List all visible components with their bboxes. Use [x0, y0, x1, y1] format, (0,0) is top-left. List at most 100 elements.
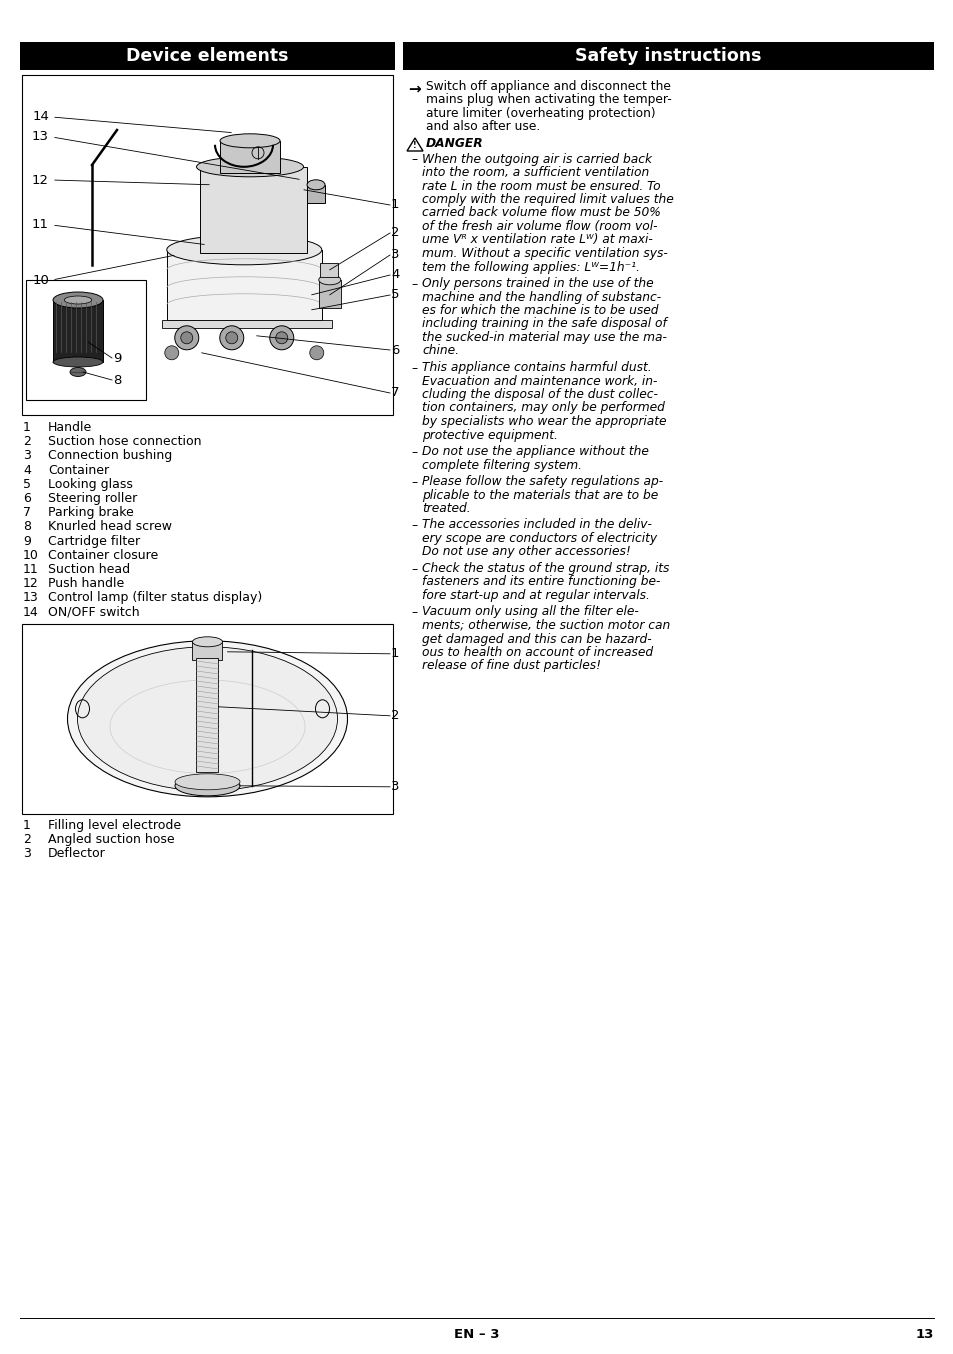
Text: ature limiter (overheating protection): ature limiter (overheating protection) [426, 107, 655, 121]
Ellipse shape [53, 292, 103, 307]
Text: 8: 8 [112, 374, 121, 386]
Text: ON/OFF switch: ON/OFF switch [48, 605, 139, 619]
Ellipse shape [318, 275, 340, 284]
Text: complete filtering system.: complete filtering system. [421, 459, 581, 471]
Text: 14: 14 [32, 111, 49, 123]
Text: Handle: Handle [48, 421, 92, 435]
Text: Do not use any other accessories!: Do not use any other accessories! [421, 546, 630, 558]
Text: !: ! [413, 142, 416, 150]
Text: –: – [411, 153, 416, 167]
Ellipse shape [275, 332, 288, 344]
Text: This appliance contains harmful dust.: This appliance contains harmful dust. [421, 362, 651, 374]
Text: release of fine dust particles!: release of fine dust particles! [421, 659, 600, 673]
Text: fore start-up and at regular intervals.: fore start-up and at regular intervals. [421, 589, 649, 603]
Text: machine and the handling of substanc-: machine and the handling of substanc- [421, 291, 660, 303]
Text: 7: 7 [23, 506, 30, 519]
Ellipse shape [70, 367, 86, 376]
Text: 3: 3 [23, 848, 30, 860]
Text: The accessories included in the deliv-: The accessories included in the deliv- [421, 519, 651, 532]
Text: fasteners and its entire functioning be-: fasteners and its entire functioning be- [421, 575, 659, 589]
Text: Deflector: Deflector [48, 848, 106, 860]
Text: 2: 2 [391, 226, 399, 240]
Text: including training in the safe disposal of: including training in the safe disposal … [421, 317, 666, 330]
Text: ments; otherwise, the suction motor can: ments; otherwise, the suction motor can [421, 619, 670, 632]
Text: es for which the machine is to be used: es for which the machine is to be used [421, 305, 658, 317]
Ellipse shape [167, 234, 321, 265]
Bar [402, 42, 933, 70]
Text: 12: 12 [32, 173, 49, 187]
Text: 1: 1 [391, 199, 399, 211]
Text: Suction head: Suction head [48, 563, 130, 575]
Text: Vacuum only using all the filter ele-: Vacuum only using all the filter ele- [421, 605, 639, 619]
Ellipse shape [220, 134, 280, 148]
Text: Switch off appliance and disconnect the: Switch off appliance and disconnect the [426, 80, 670, 93]
Text: Filling level electrode: Filling level electrode [48, 819, 181, 831]
Text: tion containers, may only be performed: tion containers, may only be performed [421, 402, 664, 414]
Bar [193, 642, 222, 659]
Text: Only persons trained in the use of the: Only persons trained in the use of the [421, 278, 653, 290]
Bar [319, 263, 337, 276]
Text: EN – 3: EN – 3 [454, 1328, 499, 1340]
Polygon shape [200, 167, 307, 253]
Text: the sucked-in material may use the ma-: the sucked-in material may use the ma- [421, 330, 666, 344]
Text: 1: 1 [391, 647, 399, 661]
Text: –: – [411, 563, 416, 575]
Ellipse shape [310, 345, 323, 360]
Text: treated.: treated. [421, 502, 470, 515]
Text: Angled suction hose: Angled suction hose [48, 833, 174, 846]
Text: get damaged and this can be hazard-: get damaged and this can be hazard- [421, 632, 651, 646]
Text: into the room, a sufficient ventilation: into the room, a sufficient ventilation [421, 167, 649, 179]
Text: 10: 10 [32, 274, 49, 287]
Text: tem the following applies: Lᵂ=1h⁻¹.: tem the following applies: Lᵂ=1h⁻¹. [421, 260, 639, 274]
Text: –: – [411, 477, 416, 489]
Text: by specialists who wear the appropriate: by specialists who wear the appropriate [421, 414, 666, 428]
Text: Control lamp (filter status display): Control lamp (filter status display) [48, 592, 262, 604]
Text: mum. Without a specific ventilation sys-: mum. Without a specific ventilation sys- [421, 246, 667, 260]
Text: cluding the disposal of the dust collec-: cluding the disposal of the dust collec- [421, 389, 658, 401]
Text: of the fresh air volume flow (room vol-: of the fresh air volume flow (room vol- [421, 219, 657, 233]
Text: Container closure: Container closure [48, 548, 158, 562]
Text: 1: 1 [23, 421, 30, 435]
Ellipse shape [226, 332, 237, 344]
Text: Do not use the appliance without the: Do not use the appliance without the [421, 445, 648, 458]
Text: 2: 2 [391, 709, 399, 722]
Text: and also after use.: and also after use. [426, 121, 539, 134]
Text: –: – [411, 362, 416, 375]
Text: 3: 3 [23, 450, 30, 463]
Text: Push handle: Push handle [48, 577, 124, 590]
Text: Parking brake: Parking brake [48, 506, 133, 519]
Ellipse shape [77, 647, 337, 791]
Text: 2: 2 [23, 435, 30, 448]
Text: DANGER: DANGER [426, 137, 483, 150]
Bar [20, 42, 395, 70]
Text: Safety instructions: Safety instructions [575, 47, 760, 65]
Ellipse shape [307, 180, 325, 190]
Text: 2: 2 [23, 833, 30, 846]
Bar [318, 280, 340, 307]
Text: 5: 5 [391, 288, 399, 302]
Text: 4: 4 [391, 268, 399, 282]
Text: 1: 1 [23, 819, 30, 831]
Text: 9: 9 [112, 352, 121, 364]
Bar [22, 74, 393, 414]
Text: 6: 6 [23, 492, 30, 505]
Text: comply with the required limit values the: comply with the required limit values th… [421, 194, 673, 206]
Ellipse shape [53, 357, 103, 367]
Bar [26, 280, 146, 399]
Text: 11: 11 [23, 563, 39, 575]
Text: 3: 3 [391, 780, 399, 793]
Bar [22, 624, 393, 814]
Ellipse shape [180, 332, 193, 344]
Ellipse shape [174, 773, 240, 789]
Text: Knurled head screw: Knurled head screw [48, 520, 172, 533]
Text: Please follow the safety regulations ap-: Please follow the safety regulations ap- [421, 475, 662, 487]
Text: plicable to the materials that are to be: plicable to the materials that are to be [421, 489, 658, 501]
Text: –: – [411, 278, 416, 291]
Bar [53, 301, 103, 362]
Ellipse shape [193, 636, 222, 647]
Text: chine.: chine. [421, 344, 458, 357]
Text: 9: 9 [23, 535, 30, 547]
Text: Steering roller: Steering roller [48, 492, 137, 505]
Ellipse shape [174, 326, 198, 349]
Text: mains plug when activating the temper-: mains plug when activating the temper- [426, 93, 671, 107]
